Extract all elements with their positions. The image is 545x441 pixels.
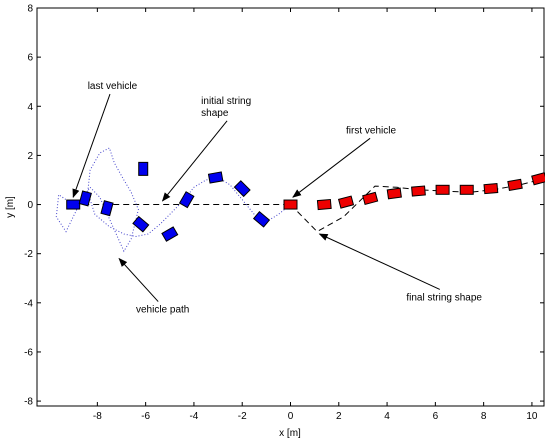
blue-vehicle-marker <box>178 191 195 209</box>
annotation-label: vehicle path <box>136 305 189 316</box>
vehicle-markers <box>66 161 545 242</box>
x-tick-label: -6 <box>141 411 150 422</box>
red-vehicle-marker <box>316 198 332 211</box>
x-tick-label: 10 <box>526 411 538 422</box>
blue-vehicle-marker <box>66 199 81 210</box>
annotation-arrow <box>72 93 111 199</box>
x-tick-label: 6 <box>433 411 439 422</box>
red-vehicle-marker <box>531 172 545 186</box>
vehicle-path-line <box>55 147 291 253</box>
x-tick-label: -2 <box>238 411 247 422</box>
annotation-arrow <box>118 257 159 302</box>
red-vehicle-marker <box>411 185 426 197</box>
y-tick-label: 0 <box>27 200 33 211</box>
y-tick-label: -6 <box>24 347 33 358</box>
red-vehicle-marker <box>283 199 298 210</box>
x-tick-label: -4 <box>189 411 198 422</box>
red-vehicle-marker <box>386 187 402 200</box>
x-tick-label: 0 <box>288 411 294 422</box>
blue-vehicle-marker <box>161 226 179 242</box>
annotation-label: first vehicle <box>346 125 396 136</box>
blue-vehicle-marker <box>78 190 92 207</box>
y-tick-label: 2 <box>27 151 33 162</box>
red-vehicle-marker <box>483 182 499 195</box>
annotation-label: final string shape <box>406 292 482 303</box>
annotation-arrow <box>161 120 228 202</box>
blue-vehicle-marker <box>252 210 271 228</box>
x-axis-label: x [m] <box>279 428 301 439</box>
annotation-label: last vehicle <box>88 81 138 92</box>
red-vehicle-marker <box>435 184 450 195</box>
blue-vehicle-marker <box>233 180 251 198</box>
blue-vehicle-marker <box>207 171 224 184</box>
red-vehicle-marker <box>507 178 523 192</box>
axis-ticks: -8 -6 -4 -2 0 2 4 6 8 10 -8 -6 -4 -2 0 2 4 6 8 <box>24 4 544 422</box>
y-tick-label: -2 <box>24 249 33 260</box>
red-vehicle-marker <box>362 191 379 206</box>
x-tick-label: 2 <box>336 411 342 422</box>
y-tick-label: 6 <box>27 53 33 64</box>
y-axis-label: y [m] <box>5 196 16 218</box>
blue-vehicle-marker <box>100 200 114 217</box>
annotation-label: initial string shape <box>201 96 251 119</box>
annotations: last vehicle initial string shape first veh… <box>72 81 482 316</box>
y-tick-label: 4 <box>27 102 33 113</box>
blue-vehicle-marker <box>132 215 150 233</box>
x-tick-label: -8 <box>93 411 102 422</box>
red-vehicle-marker <box>337 195 355 209</box>
blue-vehicle-marker <box>138 161 149 176</box>
y-tick-label: -4 <box>24 298 33 309</box>
x-tick-label: 4 <box>384 411 390 422</box>
red-vehicle-marker <box>459 184 474 195</box>
y-tick-label: 8 <box>27 4 33 15</box>
x-tick-label: 8 <box>481 411 487 422</box>
y-tick-label: -8 <box>24 397 33 408</box>
annotation-arrow <box>318 233 441 290</box>
annotation-arrow <box>292 137 371 198</box>
